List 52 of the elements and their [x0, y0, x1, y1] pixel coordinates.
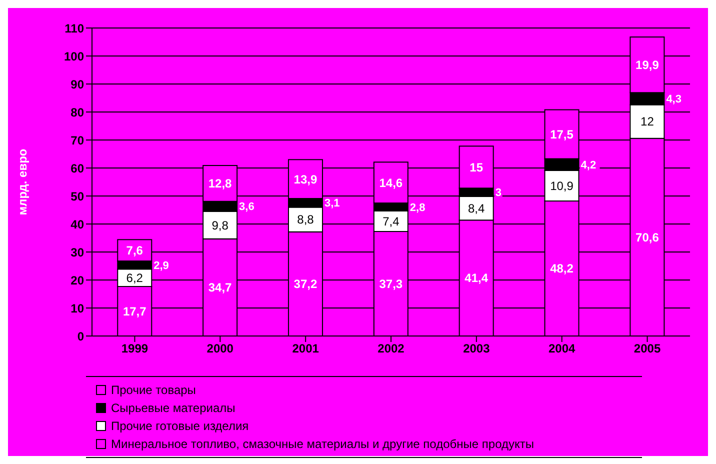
data-label: 8,4 [468, 202, 486, 216]
data-label: 48,2 [550, 262, 574, 276]
x-tick-label: 2001 [292, 342, 320, 356]
data-label: 12 [640, 114, 654, 129]
y-tick-label: 100 [64, 49, 84, 64]
data-label: 4,2 [580, 159, 596, 172]
x-tick-label: 1999 [121, 342, 148, 356]
y-tick-label: 110 [64, 21, 84, 36]
data-label: 34,7 [208, 280, 232, 295]
data-label: 41,4 [464, 271, 488, 286]
y-tick-label: 70 [70, 133, 84, 148]
data-label: 2,9 [154, 260, 169, 272]
y-axis-title: млрд. евро [15, 148, 30, 216]
data-label: 8,8 [297, 212, 314, 227]
y-tick-label: 90 [70, 77, 84, 92]
data-label: 10,9 [550, 178, 574, 193]
data-label: 12,8 [208, 176, 232, 191]
y-tick-label: 40 [70, 217, 84, 232]
legend-label: Сырьевые материалы [111, 401, 236, 415]
data-label: 17,5 [550, 127, 574, 142]
y-tick-label: 0 [77, 329, 84, 344]
legend-label: Прочие товары [111, 383, 196, 397]
data-label: 70,6 [636, 230, 660, 244]
data-label: 15 [470, 160, 484, 174]
data-label: 4,3 [666, 94, 682, 106]
data-label: 2,8 [410, 202, 426, 214]
data-label: 37,3 [379, 276, 403, 291]
x-tick-label: 2004 [548, 342, 576, 356]
data-label: 7,4 [382, 214, 400, 228]
data-label: 9,8 [212, 218, 229, 232]
y-tick-label: 10 [70, 301, 84, 316]
y-tick-label: 30 [70, 245, 84, 260]
data-label: 37,2 [294, 277, 318, 292]
data-label: 7,6 [126, 244, 144, 258]
data-label: 3,6 [239, 201, 254, 214]
data-label: 3,1 [324, 198, 340, 210]
x-tick-label: 2002 [378, 342, 405, 356]
data-label: 19,9 [636, 58, 660, 72]
legend-label: Минеральное топливо, смазочные материалы и другие подобные продукты [111, 437, 534, 451]
data-label: 13,9 [294, 172, 318, 186]
y-tick-label: 80 [70, 105, 84, 120]
x-tick-label: 2003 [463, 342, 490, 356]
data-label: 14,6 [379, 176, 403, 190]
x-tick-label: 2005 [634, 342, 661, 356]
x-tick-label: 2000 [206, 342, 234, 356]
data-label: 3 [495, 187, 502, 200]
y-tick-label: 50 [70, 189, 84, 204]
y-tick-label: 60 [70, 161, 84, 176]
legend-label: Прочие готовые изделия [111, 419, 249, 433]
data-label: 17,7 [122, 304, 147, 318]
data-label: 6,2 [126, 270, 144, 285]
y-tick-label: 20 [70, 273, 84, 288]
